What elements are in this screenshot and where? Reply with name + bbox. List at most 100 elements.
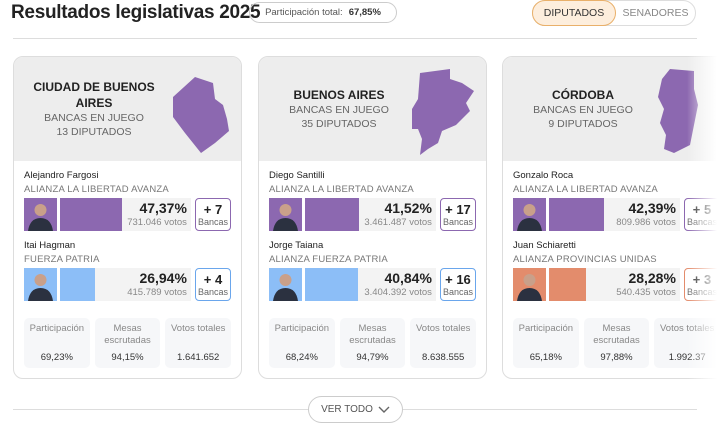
seats-won-badge: + 16 Bancas bbox=[439, 268, 476, 301]
candidate-row: Itai Hagman FUERZA PATRIA 26,94% 415.789… bbox=[14, 240, 241, 301]
vote-percentage: 28,28% bbox=[628, 270, 676, 286]
district-carousel: CIUDAD DE BUENOS AIRES BANCAS EN JUEGO 1… bbox=[13, 56, 717, 379]
candidate-photo bbox=[24, 198, 57, 231]
seats-won: + 16 bbox=[445, 271, 471, 287]
district-map-icon bbox=[173, 77, 229, 153]
stat-value: 8.638.555 bbox=[422, 352, 465, 363]
seats-at-stake-count: 9 DIPUTADOS bbox=[548, 118, 618, 130]
district-header: CIUDAD DE BUENOS AIRES BANCAS EN JUEGO 1… bbox=[14, 57, 241, 161]
district-header: BUENOS AIRES BANCAS EN JUEGO 35 DIPUTADO… bbox=[259, 57, 486, 161]
party-name: ALIANZA LA LIBERTAD AVANZA bbox=[24, 184, 169, 195]
vote-share-bar: 41,52% 3.461.487 votos bbox=[305, 198, 436, 231]
candidate-row: Jorge Taiana ALIANZA FUERZA PATRIA 40,84… bbox=[259, 240, 486, 301]
candidate-photo bbox=[269, 268, 302, 301]
stat-label: Mesas escrutadas bbox=[349, 323, 396, 346]
vote-share-bar: 28,28% 540.435 votos bbox=[549, 268, 680, 301]
vote-percentage: 47,37% bbox=[139, 200, 187, 216]
district-map-icon bbox=[412, 69, 474, 155]
stat-box: Participación 65,18% bbox=[513, 318, 579, 368]
tab-diputados[interactable]: DIPUTADOS bbox=[532, 0, 616, 26]
seats-label: Bancas bbox=[197, 286, 228, 297]
stat-value: 69,23% bbox=[40, 352, 73, 363]
candidate-photo bbox=[269, 198, 302, 231]
candidate-name: Itai Hagman bbox=[24, 240, 76, 251]
vote-percentage: 40,84% bbox=[384, 270, 432, 286]
party-name: ALIANZA LA LIBERTAD AVANZA bbox=[513, 184, 658, 195]
stat-label: Votos totales bbox=[415, 323, 471, 334]
vote-share-fill bbox=[305, 268, 359, 301]
vote-share-fill bbox=[60, 198, 122, 231]
seats-label: Bancas bbox=[197, 216, 228, 227]
vote-share-bar: 40,84% 3.404.392 votos bbox=[305, 268, 436, 301]
stat-box: Mesas escrutadas 94,15% bbox=[94, 318, 161, 368]
seats-label: Bancas bbox=[442, 286, 473, 297]
candidate-photo bbox=[513, 268, 546, 301]
vote-share-fill bbox=[549, 198, 605, 231]
vote-count: 415.789 votos bbox=[127, 287, 187, 298]
candidate-photo bbox=[513, 198, 546, 231]
stat-box: Mesas escrutadas 97,88% bbox=[583, 318, 650, 368]
candidate-row: Alejandro Fargosi ALIANZA LA LIBERTAD AV… bbox=[14, 170, 241, 231]
seats-won: + 17 bbox=[445, 201, 471, 217]
tab-senadores[interactable]: SENADORES bbox=[622, 7, 689, 19]
candidate-name: Alejandro Fargosi bbox=[24, 170, 99, 181]
chevron-down-icon bbox=[378, 406, 390, 413]
party-name: ALIANZA LA LIBERTAD AVANZA bbox=[269, 184, 414, 195]
view-all-label: VER TODO bbox=[321, 404, 373, 415]
seats-won-badge: + 7 Bancas bbox=[194, 198, 231, 231]
total-participation-badge: Participación total: 67,85% bbox=[249, 2, 397, 23]
district-header: CÓRDOBA BANCAS EN JUEGO 9 DIPUTADOS bbox=[503, 57, 717, 161]
vote-share-bar: 26,94% 415.789 votos bbox=[60, 268, 191, 301]
page-title: Resultados legislativas 2025 bbox=[11, 2, 261, 23]
candidate-photo bbox=[24, 268, 57, 301]
seats-label: Bancas bbox=[442, 216, 473, 227]
candidate-name: Gonzalo Roca bbox=[513, 170, 574, 181]
view-all-button[interactable]: VER TODO bbox=[308, 396, 403, 423]
chamber-toggle: DIPUTADOS SENADORES bbox=[532, 0, 696, 26]
seats-at-stake-count: 13 DIPUTADOS bbox=[56, 126, 132, 138]
stat-label: Mesas escrutadas bbox=[104, 323, 151, 346]
stat-value: 97,88% bbox=[600, 352, 633, 363]
stat-box: Participación 69,23% bbox=[24, 318, 90, 368]
vote-count: 731.046 votos bbox=[127, 217, 187, 228]
vote-share-fill bbox=[60, 268, 96, 301]
vote-share-bar: 47,37% 731.046 votos bbox=[60, 198, 191, 231]
seats-won: + 7 bbox=[203, 201, 223, 217]
district-name: CÓRDOBA bbox=[552, 88, 614, 102]
stat-value: 68,24% bbox=[285, 352, 318, 363]
vote-percentage: 26,94% bbox=[139, 270, 187, 286]
stat-label: Participación bbox=[274, 323, 330, 334]
stat-value: 94,15% bbox=[111, 352, 144, 363]
vote-percentage: 42,39% bbox=[628, 200, 676, 216]
stat-label: Mesas escrutadas bbox=[593, 323, 640, 346]
stat-value: 94,79% bbox=[356, 352, 389, 363]
party-name: FUERZA PATRIA bbox=[24, 254, 100, 265]
vote-percentage: 41,52% bbox=[384, 200, 432, 216]
stat-label: Participación bbox=[518, 323, 574, 334]
candidate-row: Diego Santilli ALIANZA LA LIBERTAD AVANZ… bbox=[259, 170, 486, 231]
stat-box: Votos totales 1.641.652 bbox=[165, 318, 232, 368]
candidate-row: Gonzalo Roca ALIANZA LA LIBERTAD AVANZA … bbox=[503, 170, 717, 231]
vote-count: 540.435 votos bbox=[616, 287, 676, 298]
district-card[interactable]: BUENOS AIRES BANCAS EN JUEGO 35 DIPUTADO… bbox=[258, 56, 487, 379]
stat-box: Mesas escrutadas 94,79% bbox=[339, 318, 406, 368]
candidate-row: Juan Schiaretti ALIANZA PROVINCIAS UNIDA… bbox=[503, 240, 717, 301]
candidate-name: Jorge Taiana bbox=[269, 240, 324, 251]
seats-won-badge: + 4 Bancas bbox=[194, 268, 231, 301]
party-name: ALIANZA PROVINCIAS UNIDAS bbox=[513, 254, 657, 265]
carousel-fade bbox=[687, 40, 717, 390]
candidate-name: Juan Schiaretti bbox=[513, 240, 576, 251]
seats-at-stake-count: 35 DIPUTADOS bbox=[301, 118, 377, 130]
stat-box: Participación 68,24% bbox=[269, 318, 335, 368]
stat-label: Participación bbox=[29, 323, 85, 334]
stat-label: Votos totales bbox=[170, 323, 226, 334]
district-name: BUENOS AIRES bbox=[293, 88, 385, 102]
district-card[interactable]: CÓRDOBA BANCAS EN JUEGO 9 DIPUTADOS Gonz… bbox=[502, 56, 717, 379]
stat-value: 65,18% bbox=[529, 352, 562, 363]
district-card[interactable]: CIUDAD DE BUENOS AIRES BANCAS EN JUEGO 1… bbox=[13, 56, 242, 379]
seats-at-stake-label: BANCAS EN JUEGO bbox=[533, 104, 633, 116]
seats-won: + 4 bbox=[203, 271, 223, 287]
vote-share-bar: 42,39% 809.986 votos bbox=[549, 198, 680, 231]
participation-value: 67,85% bbox=[348, 7, 381, 18]
divider bbox=[13, 38, 697, 39]
